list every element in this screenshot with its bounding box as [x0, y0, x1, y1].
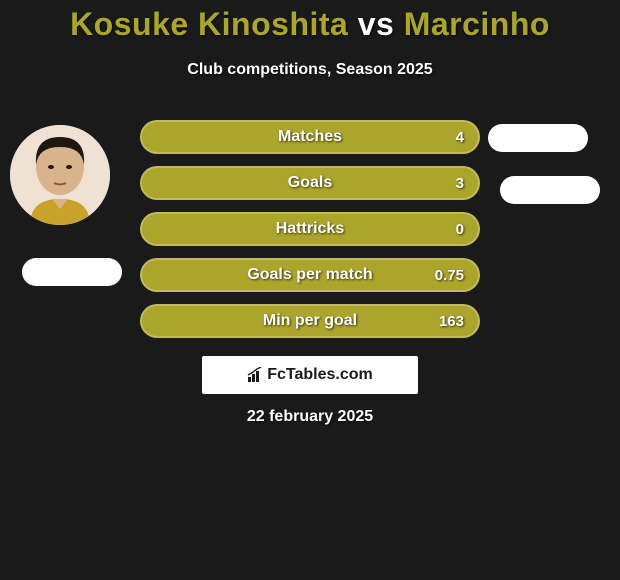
stat-value: 0.75: [435, 267, 464, 284]
stat-value: 163: [439, 313, 464, 330]
player2-pill-2: [500, 176, 600, 204]
stat-label: Goals per match: [142, 266, 478, 284]
player2-name: Marcinho: [404, 6, 550, 42]
source-text: FcTables.com: [267, 366, 373, 384]
player1-avatar: [10, 125, 110, 225]
stat-bar-matches: Matches 4: [140, 120, 480, 154]
vs-text: vs: [358, 6, 395, 42]
source-logo: FcTables.com: [202, 356, 418, 394]
stat-bar-gpm: Goals per match 0.75: [140, 258, 480, 292]
player1-team-pill: [22, 258, 122, 286]
comparison-title: Kosuke Kinoshita vs Marcinho: [0, 0, 620, 43]
subtitle: Club competitions, Season 2025: [0, 61, 620, 79]
player1-name: Kosuke Kinoshita: [70, 6, 348, 42]
stat-value: 4: [456, 129, 464, 146]
stat-label: Min per goal: [142, 312, 478, 330]
stat-value: 3: [456, 175, 464, 192]
stat-label: Matches: [142, 128, 478, 146]
date-text: 22 february 2025: [0, 408, 620, 426]
bar-chart-icon: [247, 367, 263, 383]
stat-bar-hattricks: Hattricks 0: [140, 212, 480, 246]
stat-label: Goals: [142, 174, 478, 192]
stat-bars: Matches 4 Goals 3 Hattricks 0 Goals per …: [140, 120, 480, 350]
stat-bar-mpg: Min per goal 163: [140, 304, 480, 338]
stat-value: 0: [456, 221, 464, 238]
stat-label: Hattricks: [142, 220, 478, 238]
stat-bar-goals: Goals 3: [140, 166, 480, 200]
player2-pill-1: [488, 124, 588, 152]
